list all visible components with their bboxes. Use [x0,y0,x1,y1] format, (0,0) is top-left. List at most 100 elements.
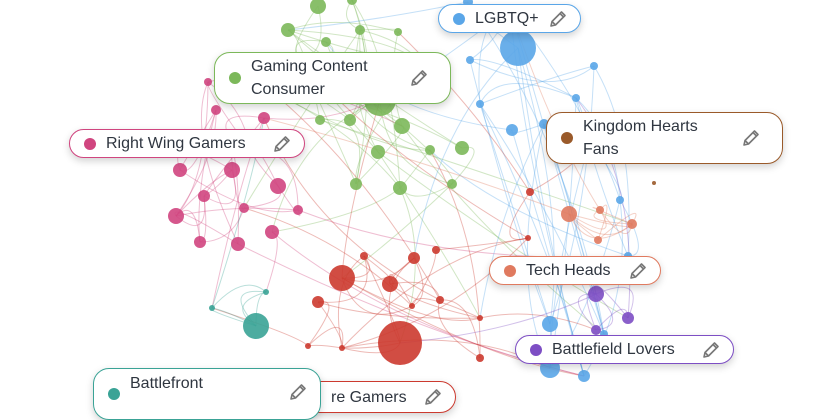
node[interactable] [224,162,240,178]
edit-icon[interactable] [548,9,568,29]
node[interactable] [329,265,355,291]
edge [307,327,344,349]
edge [479,65,595,105]
edge [568,209,607,230]
node[interactable] [409,303,415,309]
node[interactable] [627,219,637,229]
node[interactable] [204,78,212,86]
node[interactable] [293,205,303,215]
node[interactable] [476,354,484,362]
node[interactable] [355,25,365,35]
node[interactable] [477,315,483,321]
node[interactable] [315,115,325,125]
node[interactable] [168,208,184,224]
node[interactable] [506,124,518,136]
node[interactable] [344,114,356,126]
node[interactable] [594,236,602,244]
edge [377,151,481,319]
node[interactable] [526,188,534,196]
node[interactable] [591,325,601,335]
node[interactable] [393,181,407,195]
edge [287,21,399,33]
edge [413,47,519,259]
cluster-label[interactable]: Battlefield Lovers [515,335,734,364]
page: re Gamers LGBTQ+ Gaming Content Consumer… [69,0,783,420]
node[interactable] [310,0,326,14]
edge [479,83,577,105]
cluster-label[interactable]: Gaming Content Consumer [214,52,451,104]
node[interactable] [258,112,270,124]
node[interactable] [209,305,215,311]
node[interactable] [382,276,398,292]
edge [401,125,605,335]
node[interactable] [561,206,577,222]
node[interactable] [578,370,590,382]
node[interactable] [198,190,210,202]
node[interactable] [265,225,279,239]
label-text: Battlefront [130,375,203,392]
node[interactable] [525,235,531,241]
edge [517,47,555,325]
node[interactable] [622,312,634,324]
edge [341,277,481,321]
node[interactable] [394,118,410,134]
edit-icon[interactable] [701,340,721,360]
node[interactable] [466,56,474,64]
label-text: Battlefield Lovers [552,341,675,358]
node[interactable] [590,62,598,70]
node[interactable] [360,252,368,260]
node[interactable] [408,252,420,264]
node[interactable] [305,343,311,349]
node[interactable] [321,37,331,47]
node[interactable] [312,296,324,308]
edit-icon[interactable] [741,128,761,148]
node[interactable] [263,289,269,295]
edge [568,213,633,236]
node[interactable] [239,203,249,213]
node[interactable] [596,206,604,214]
node[interactable] [350,178,362,190]
node[interactable] [500,30,536,66]
cluster-label[interactable]: Right Wing Gamers [69,129,305,158]
label-text: Tech Heads [526,262,611,279]
node[interactable] [243,313,269,339]
edge [397,31,531,193]
cluster-label[interactable]: Battlefront [93,368,321,420]
node[interactable] [281,23,295,37]
edge [174,211,239,245]
label-text: Right Wing Gamers [106,135,246,152]
cluster-label[interactable]: Kingdom Hearts Fans [546,112,783,164]
edge [341,183,453,279]
node[interactable] [231,237,245,251]
node[interactable] [476,100,484,108]
edit-icon[interactable] [409,68,429,88]
node[interactable] [173,163,187,177]
node[interactable] [211,105,221,115]
node[interactable] [394,28,402,36]
node[interactable] [347,0,357,5]
node[interactable] [339,345,345,351]
node[interactable] [447,179,457,189]
node[interactable] [425,145,435,155]
node[interactable] [436,296,444,304]
edit-icon[interactable] [288,382,308,402]
node[interactable] [572,94,580,102]
label-dot [504,264,516,277]
node[interactable] [270,178,286,194]
node[interactable] [616,196,624,204]
edit-icon[interactable] [628,261,648,281]
cluster-label[interactable]: LGBTQ+ [438,4,581,33]
node[interactable] [432,246,440,254]
edge [271,99,381,233]
node[interactable] [378,321,422,365]
node[interactable] [194,236,206,248]
label-dot [84,137,96,150]
edit-icon[interactable] [423,387,443,407]
edit-icon[interactable] [272,134,292,154]
node[interactable] [652,181,656,185]
node[interactable] [542,316,558,332]
node[interactable] [588,286,604,302]
cluster-label[interactable]: Tech Heads [489,256,661,285]
node[interactable] [455,141,469,155]
node[interactable] [371,145,385,159]
